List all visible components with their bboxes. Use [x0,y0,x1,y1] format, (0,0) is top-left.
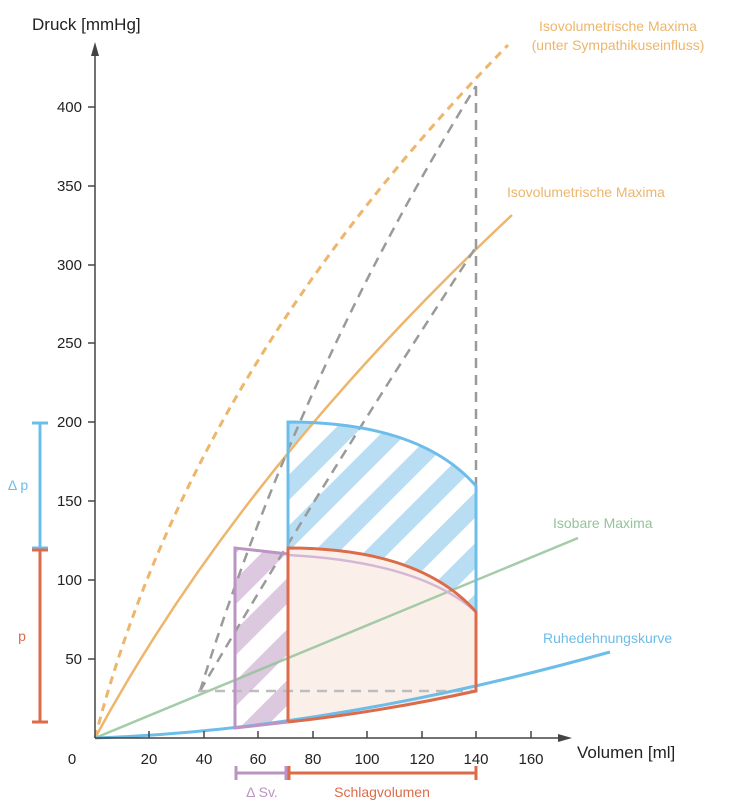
y-tick-label: 50 [65,651,82,668]
x-axis-arrow-icon [558,734,572,742]
delta-sv-label: Δ Sv. [246,784,278,800]
label-isobar: Isobare Maxima [553,515,653,531]
purple-hatched-area [235,548,288,728]
x-tick-label: 60 [250,751,267,768]
label-isovol-sympathikus-line1: Isovolumetrische Maxima [539,18,697,34]
blue-outline [286,420,478,612]
y-tick-label: 250 [57,335,82,352]
x-tick-label: 40 [196,751,213,768]
y-axis-arrow-icon [91,42,99,56]
x-tick-label: 160 [518,751,543,768]
x-tick-label: 120 [409,751,434,768]
y-tick-label: 350 [57,178,82,195]
y-axis-title: Druck [mmHg] [32,15,141,34]
y-axis-ticks [88,106,95,660]
y-tick-label: 300 [57,257,82,274]
x-tick-label: 80 [305,751,322,768]
delta-p-bracket [32,421,48,550]
red-work-area [288,548,476,722]
y-tick-label: 400 [57,99,82,116]
label-isovol: Isovolumetrische Maxima [507,184,665,200]
delta-sv-bracket [234,766,288,780]
label-ruhedehnungskurve: Ruhedehnungskurve [543,630,672,646]
gray-dashed-curve-a [198,85,478,692]
x-tick-label: 20 [141,751,158,768]
isovolumetrische-maxima-sympathikus-curve [93,43,510,739]
purple-faint-curve [287,553,477,613]
delta-p-label: Δ p [8,477,28,493]
p-label: p [18,628,26,644]
ruhedehnungskurve-curve [94,650,611,740]
isovolumetrische-maxima-curve [93,214,513,739]
y-tick-label: 150 [57,493,82,510]
x-tick-labels: 20 40 60 80 100 120 140 160 [141,751,544,768]
y-tick-labels: 50 100 150 200 250 300 350 400 [57,99,82,668]
y-tick-label: 100 [57,572,82,589]
schlagvolumen-label: Schlagvolumen [334,784,430,800]
x-tick-label: 140 [463,751,488,768]
red-outline [286,546,478,724]
purple-outline [233,546,289,730]
origin-label: 0 [68,751,76,768]
p-bracket [32,548,48,724]
label-isovol-sympathikus-line2: (unter Sympathikuseinfluss) [532,37,705,53]
y-tick-label: 200 [57,414,82,431]
isobare-maxima-curve [94,536,579,740]
x-axis-ticks [148,731,532,738]
x-tick-label: 100 [354,751,379,768]
x-axis-title: Volumen [ml] [577,743,675,762]
schlagvolumen-bracket [287,766,478,780]
